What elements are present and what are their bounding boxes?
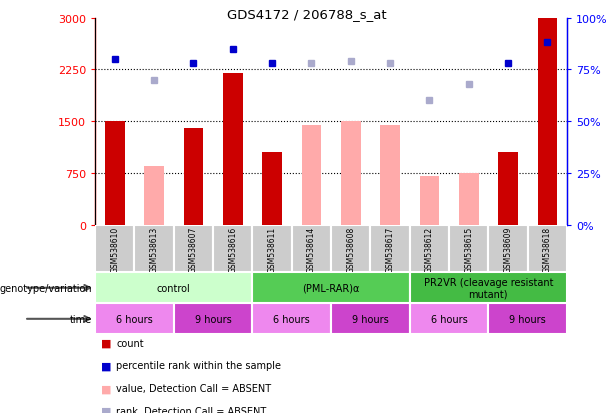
- Bar: [223, 74, 243, 225]
- Text: control: control: [157, 283, 191, 293]
- Text: 9 hours: 9 hours: [352, 314, 389, 324]
- Bar: [173, 304, 253, 335]
- Bar: [253, 304, 331, 335]
- Bar: [292, 225, 331, 273]
- Text: GSM538610: GSM538610: [110, 226, 119, 273]
- Bar: [409, 225, 449, 273]
- Text: GSM538612: GSM538612: [425, 226, 434, 273]
- Bar: [528, 225, 567, 273]
- Bar: [144, 166, 164, 225]
- Text: GSM538617: GSM538617: [386, 226, 395, 273]
- Bar: [95, 273, 253, 304]
- Bar: [409, 304, 489, 335]
- Text: percentile rank within the sample: percentile rank within the sample: [116, 361, 281, 370]
- Text: GSM538615: GSM538615: [464, 226, 473, 273]
- Text: (PML-RAR)α: (PML-RAR)α: [302, 283, 360, 293]
- Text: GSM538611: GSM538611: [267, 226, 276, 273]
- Bar: [380, 125, 400, 225]
- Text: GSM538608: GSM538608: [346, 226, 355, 273]
- Text: ■: ■: [101, 361, 112, 370]
- Text: 6 hours: 6 hours: [116, 314, 153, 324]
- Text: GSM538616: GSM538616: [228, 226, 237, 273]
- Bar: [409, 273, 567, 304]
- Text: GDS4172 / 206788_s_at: GDS4172 / 206788_s_at: [227, 8, 386, 21]
- Bar: [302, 125, 321, 225]
- Bar: [489, 304, 567, 335]
- Bar: [253, 225, 292, 273]
- Text: 6 hours: 6 hours: [431, 314, 467, 324]
- Text: genotype/variation: genotype/variation: [0, 283, 92, 293]
- Bar: [253, 273, 409, 304]
- Bar: [213, 225, 253, 273]
- Text: 9 hours: 9 hours: [195, 314, 231, 324]
- Text: 9 hours: 9 hours: [509, 314, 546, 324]
- Bar: [419, 177, 439, 225]
- Text: GSM538607: GSM538607: [189, 226, 198, 273]
- Text: GSM538614: GSM538614: [307, 226, 316, 273]
- Bar: [95, 225, 134, 273]
- Bar: [341, 122, 360, 225]
- Bar: [370, 225, 409, 273]
- Bar: [134, 225, 173, 273]
- Bar: [173, 225, 213, 273]
- Bar: [331, 225, 370, 273]
- Bar: [498, 153, 518, 225]
- Bar: [538, 19, 557, 225]
- Bar: [459, 173, 479, 225]
- Text: rank, Detection Call = ABSENT: rank, Detection Call = ABSENT: [116, 406, 267, 413]
- Text: GSM538613: GSM538613: [150, 226, 159, 273]
- Text: 6 hours: 6 hours: [273, 314, 310, 324]
- Bar: [489, 225, 528, 273]
- Bar: [262, 153, 282, 225]
- Text: value, Detection Call = ABSENT: value, Detection Call = ABSENT: [116, 383, 272, 393]
- Text: PR2VR (cleavage resistant
mutant): PR2VR (cleavage resistant mutant): [424, 277, 553, 299]
- Text: count: count: [116, 338, 144, 348]
- Text: GSM538609: GSM538609: [503, 226, 512, 273]
- Bar: [449, 225, 489, 273]
- Bar: [331, 304, 409, 335]
- Text: ■: ■: [101, 406, 112, 413]
- Text: time: time: [70, 314, 92, 324]
- Bar: [95, 304, 173, 335]
- Text: GSM538618: GSM538618: [543, 226, 552, 273]
- Text: ■: ■: [101, 383, 112, 393]
- Text: ■: ■: [101, 338, 112, 348]
- Bar: [183, 129, 203, 225]
- Bar: [105, 122, 124, 225]
